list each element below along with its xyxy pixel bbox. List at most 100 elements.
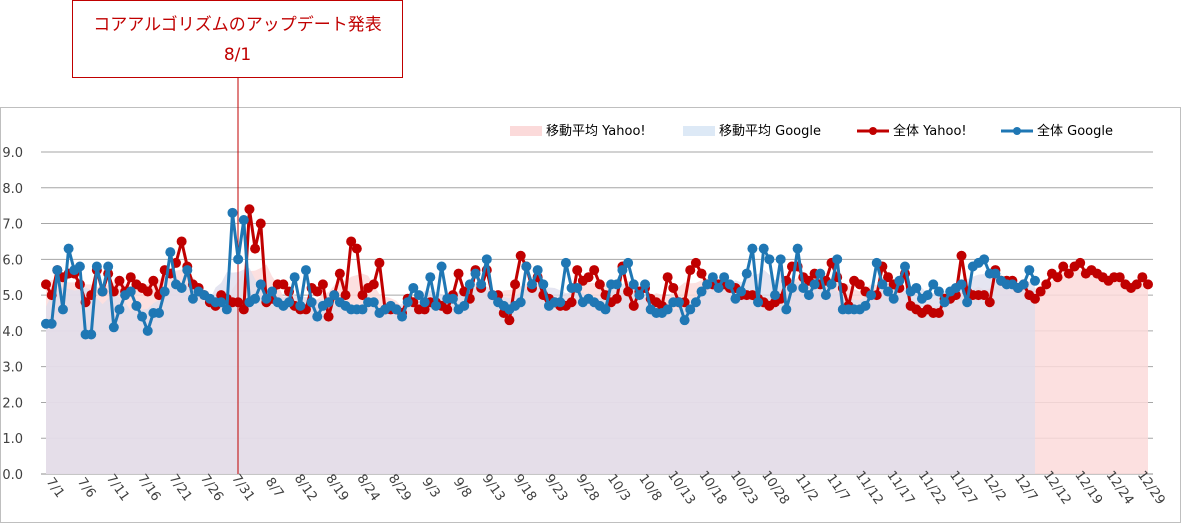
data-point-google (233, 254, 244, 265)
legend-marker-google (1013, 127, 1021, 135)
data-point-google (430, 300, 441, 311)
data-point-yahoo (854, 279, 865, 290)
x-tick-label: 7/6 (74, 475, 98, 501)
data-point-google (97, 286, 108, 297)
data-point-google (724, 279, 735, 290)
data-point-google (216, 297, 227, 308)
data-point-yahoo (1052, 272, 1063, 283)
data-point-google (719, 272, 730, 283)
data-point-google (131, 300, 142, 311)
data-point-google (108, 322, 119, 333)
data-point-google (730, 293, 741, 304)
data-point-google (250, 293, 261, 304)
data-point-google (261, 293, 272, 304)
data-point-google (521, 261, 532, 272)
data-point-yahoo (334, 268, 345, 279)
data-point-yahoo (589, 265, 600, 276)
data-point-google (781, 304, 792, 315)
x-tick-label: 7/26 (197, 472, 226, 505)
data-point-google (476, 279, 487, 290)
data-point-yahoo (566, 297, 577, 308)
x-tick-label: 11/2 (792, 472, 821, 505)
data-point-google (803, 290, 814, 301)
data-point-google (227, 207, 238, 218)
data-point-google (696, 286, 707, 297)
data-point-yahoo (1035, 286, 1046, 297)
data-point-google (323, 297, 334, 308)
data-point-google (481, 254, 492, 265)
data-point-yahoo (317, 279, 328, 290)
x-tick-label: 11/7 (823, 472, 852, 505)
data-point-yahoo (357, 290, 368, 301)
annotation-title: コアアルゴリズムのアップデート発表 (93, 15, 382, 35)
data-point-google (611, 279, 622, 290)
x-tick-label: 7/21 (166, 472, 195, 505)
data-point-google (871, 257, 882, 268)
x-tick-label: 12/7 (1011, 472, 1040, 505)
data-point-google (786, 282, 797, 293)
data-point-google (397, 311, 408, 322)
data-point-yahoo (1029, 293, 1040, 304)
data-point-google (617, 265, 628, 276)
data-point-google (713, 282, 724, 293)
x-tick-label: 7/16 (134, 472, 163, 505)
x-tick-label: 8/24 (353, 472, 382, 505)
data-point-google (63, 243, 74, 254)
x-tick-label: 7/31 (228, 472, 257, 505)
data-point-google (939, 297, 950, 308)
data-point-yahoo (250, 243, 261, 254)
data-point-yahoo (515, 250, 526, 261)
data-point-google (628, 279, 639, 290)
data-point-google (447, 293, 458, 304)
chart-frame (0, 107, 1181, 523)
data-point-google (764, 254, 775, 265)
data-point-yahoo (504, 315, 515, 326)
data-point-google (747, 243, 758, 254)
data-point-google (623, 257, 634, 268)
data-point-google (933, 286, 944, 297)
data-point-google (464, 279, 475, 290)
data-point-google (459, 300, 470, 311)
data-point-yahoo (623, 286, 634, 297)
data-point-google (815, 268, 826, 279)
data-point-google (125, 286, 136, 297)
data-point-google (289, 272, 300, 283)
data-point-google (922, 290, 933, 301)
data-point-google (690, 297, 701, 308)
data-point-yahoo (510, 279, 521, 290)
data-point-google (962, 297, 973, 308)
annotation-callout: コアアルゴリズムのアップデート発表 8/1 (72, 0, 403, 78)
data-point-google (284, 297, 295, 308)
area-overlap (46, 268, 1035, 474)
data-point-google (798, 282, 809, 293)
data-point-yahoo (1137, 272, 1148, 283)
annotation-date: 8/1 (223, 45, 252, 65)
data-point-google (877, 279, 888, 290)
x-tick-label: 10/8 (635, 472, 664, 505)
data-point-google (221, 304, 232, 315)
y-tick-label: 7.0 (2, 218, 23, 233)
data-point-google (487, 290, 498, 301)
data-point-google (775, 254, 786, 265)
data-point-yahoo (442, 304, 453, 315)
data-point-google (187, 293, 198, 304)
data-point-google (894, 275, 905, 286)
data-point-yahoo (114, 275, 125, 286)
data-point-yahoo (1143, 279, 1153, 290)
data-point-google (673, 297, 684, 308)
data-point-google (911, 282, 922, 293)
y-tick-label: 0.0 (2, 468, 23, 483)
data-point-yahoo (696, 268, 707, 279)
data-point-google (306, 297, 317, 308)
data-point-google (826, 279, 837, 290)
x-tick-label: 8/29 (385, 472, 414, 505)
data-point-google (555, 297, 566, 308)
y-tick-label: 6.0 (2, 253, 23, 268)
data-point-google (159, 286, 170, 297)
data-point-google (899, 261, 910, 272)
legend-marker-yahoo (869, 127, 877, 135)
x-tick-label: 7/1 (43, 475, 67, 501)
data-point-yahoo (685, 265, 696, 276)
data-point-google (425, 272, 436, 283)
x-tick-label: 12/2 (980, 472, 1009, 505)
